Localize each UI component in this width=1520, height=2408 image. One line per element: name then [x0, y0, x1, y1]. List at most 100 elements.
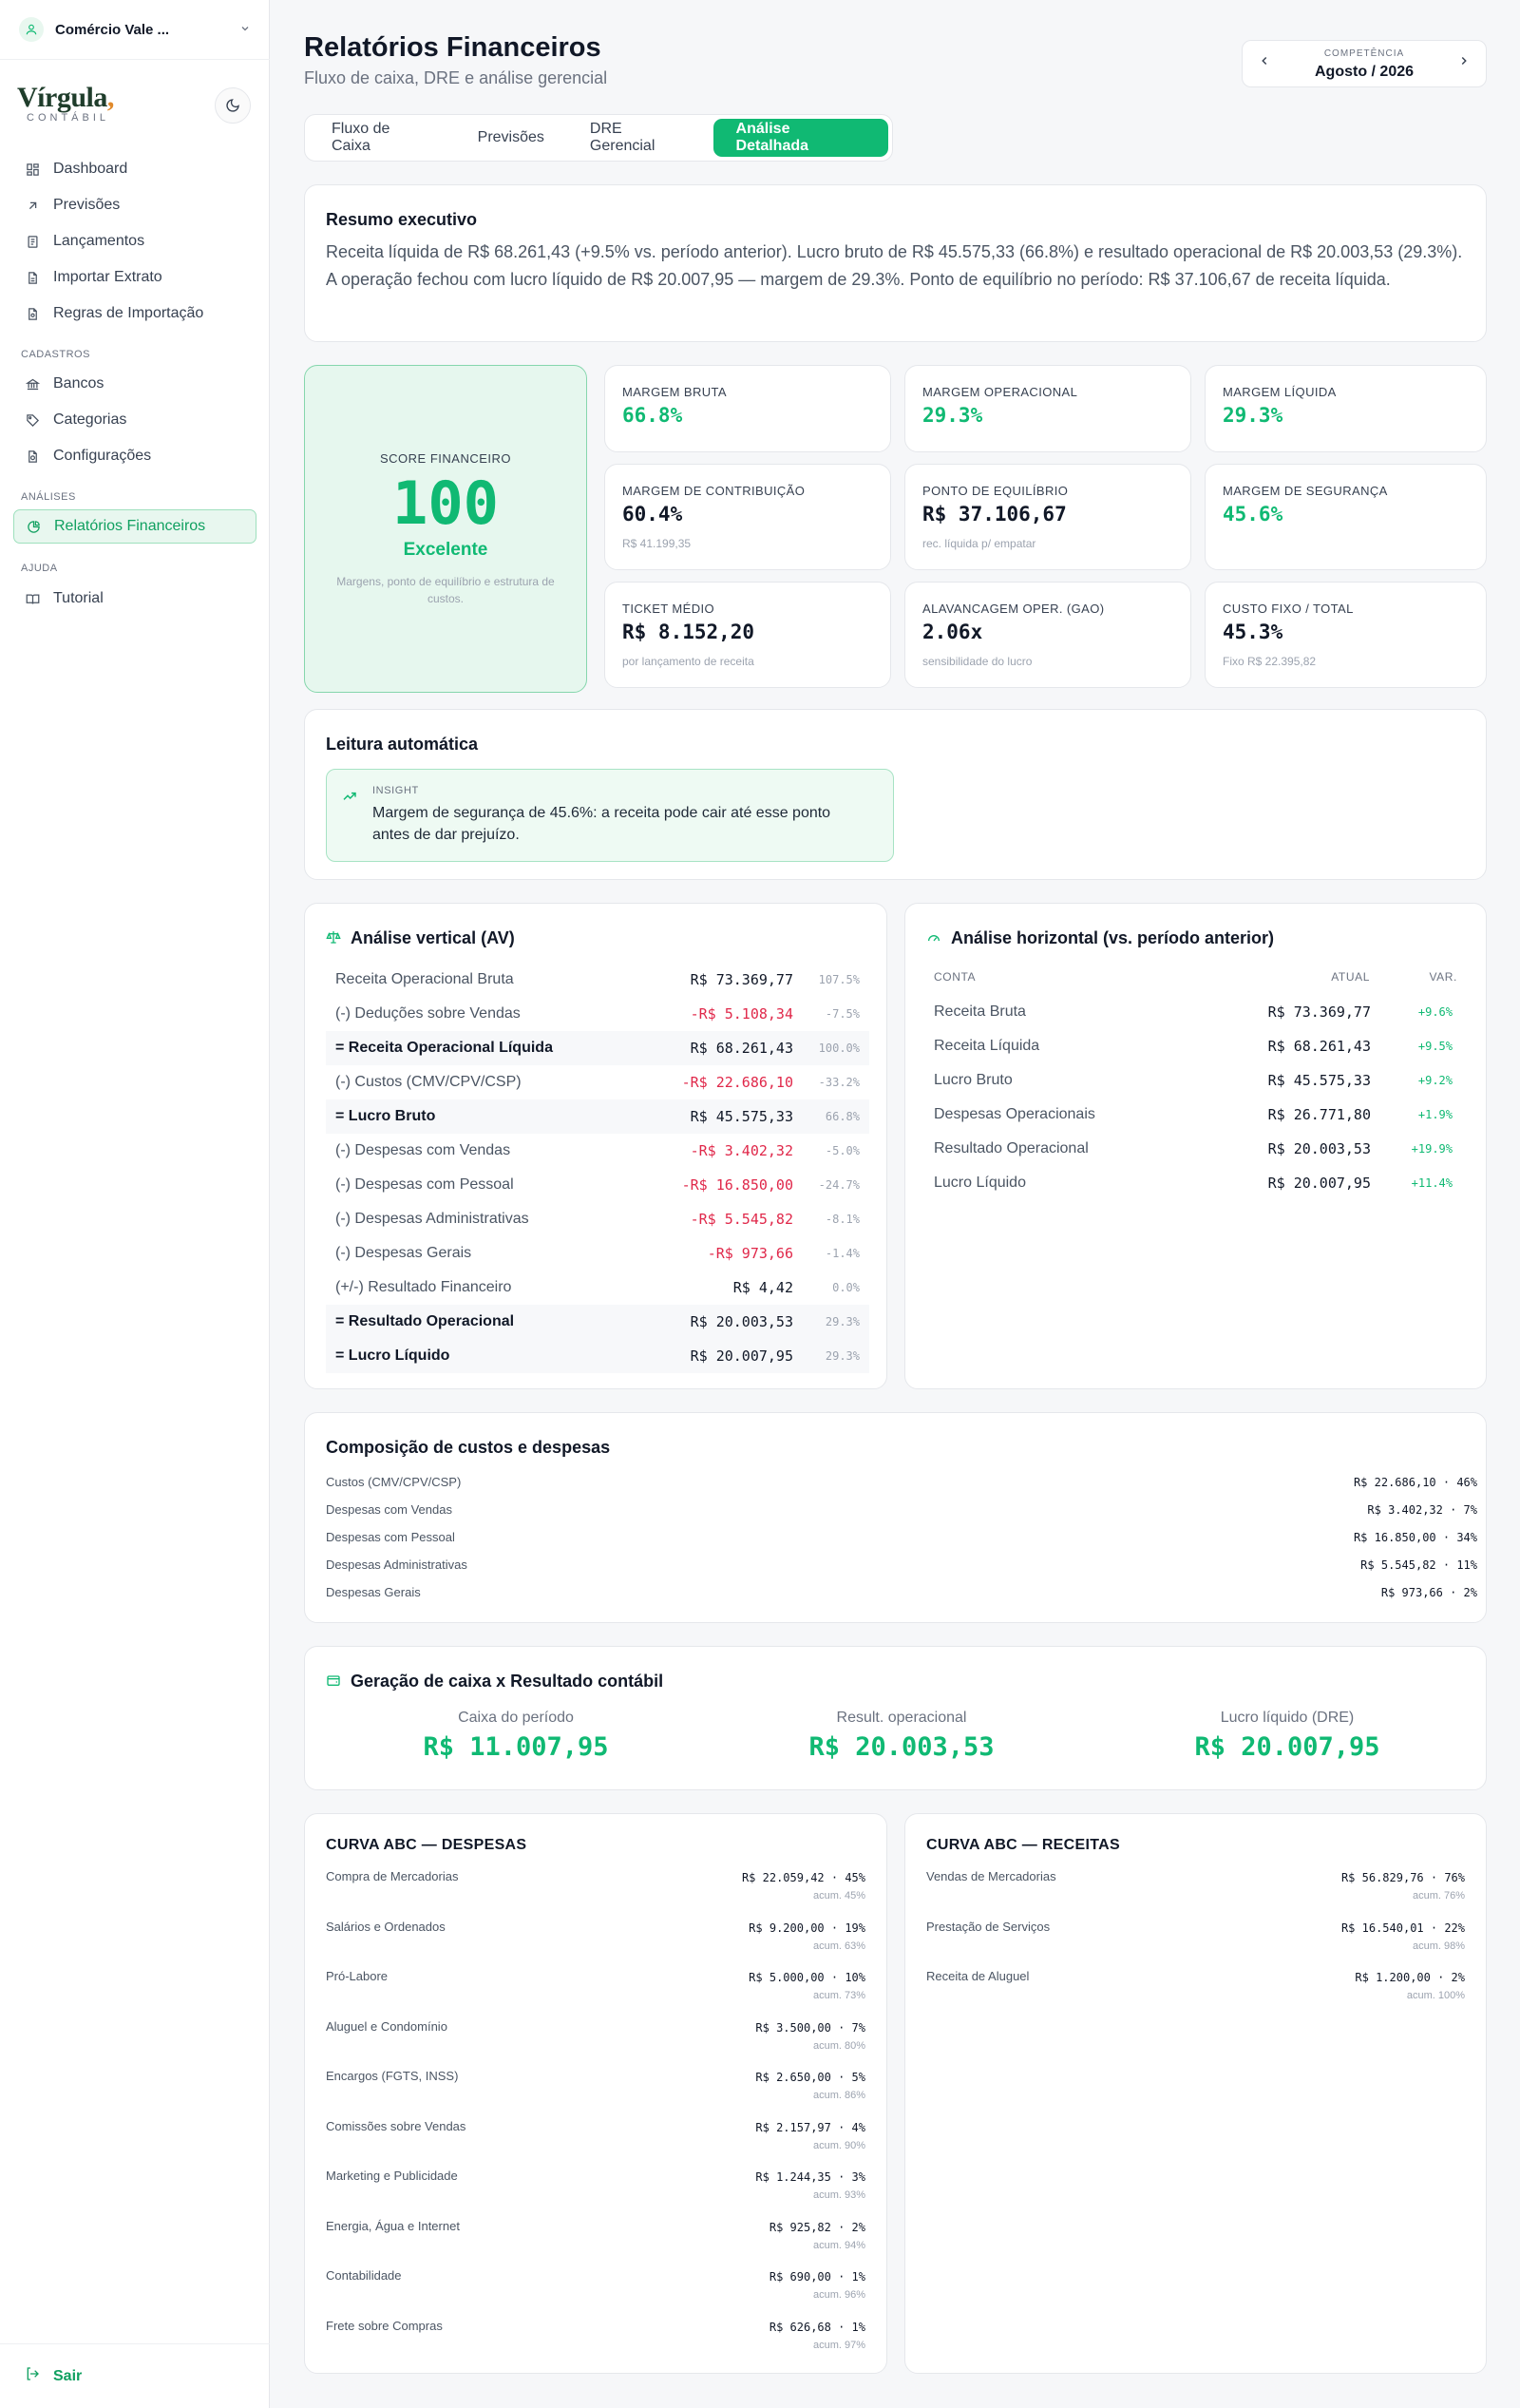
- av-table-row: (+/-) Resultado Financeiro R$ 4,42 0.0%: [326, 1271, 869, 1305]
- av-row-percent: 29.3%: [825, 1349, 860, 1363]
- logo-sub: CONTÁBIL: [27, 112, 110, 124]
- av-row-percent: 107.5%: [818, 973, 860, 986]
- score-label: SCORE FINANCEIRO: [379, 451, 511, 466]
- abc-list-item: Encargos (FGTS, INSS) R$ 2.650,00 · 5% acu…: [326, 2069, 865, 2118]
- sidebar-item-dashboard[interactable]: Dashboard: [13, 152, 256, 186]
- av-row-label: (-) Despesas com Pessoal: [335, 1176, 514, 1193]
- company-name: Comércio Vale ...: [55, 21, 170, 38]
- sidebar-item-label: Tutorial: [53, 590, 104, 606]
- file-gear-icon: [25, 449, 40, 464]
- kpi-label: PONTO DE EQUILÍBRIO: [922, 484, 1069, 498]
- av-table-row: (-) Deduções sobre Vendas -R$ 5.108,34 -7.…: [326, 997, 869, 1031]
- kpi-value: 60.4%: [622, 503, 683, 526]
- cash-column: Lucro líquido (DRE) R$ 20.007,95: [1097, 1710, 1477, 1762]
- kpi-card: TICKET MÉDIO R$ 8.152,20 por lançamento …: [604, 582, 891, 688]
- abc-item-label: Vendas de Mercadorias: [926, 1869, 1056, 1883]
- kpi-label: ALAVANCAGEM OPER. (GAO): [922, 602, 1105, 616]
- sidebar-item-relatorios-financeiros[interactable]: Relatórios Financeiros: [13, 509, 256, 544]
- competencia-value: Agosto / 2026: [1314, 64, 1415, 80]
- sidebar-item-categorias[interactable]: Categorias: [13, 403, 256, 437]
- tab-previsoes[interactable]: Previsões: [477, 129, 544, 145]
- insight-label: INSIGHT: [372, 785, 419, 796]
- book-icon: [25, 591, 40, 606]
- theme-toggle-button[interactable]: [215, 87, 251, 124]
- composition-label: Custos (CMV/CPV/CSP): [326, 1475, 462, 1489]
- tab-dre-gerencial[interactable]: DRE Gerencial: [589, 121, 656, 154]
- sidebar-item-regras-importacao[interactable]: Regras de Importação: [13, 296, 256, 331]
- abc-list-item: Contabilidade R$ 690,00 · 1% acum. 96%: [326, 2268, 865, 2318]
- kpi-value: R$ 37.106,67: [922, 503, 1067, 526]
- score-card: SCORE FINANCEIRO 100 Excelente Margens, …: [304, 365, 587, 693]
- av-table-row: = Receita Operacional Líquida R$ 68.261,4…: [326, 1031, 869, 1065]
- composition-label: Despesas Gerais: [326, 1585, 421, 1599]
- abc-item-label: Aluguel e Condomínio: [326, 2018, 447, 2034]
- cash-label: Lucro líquido (DRE): [1220, 1710, 1355, 1726]
- ah-table-row: Lucro Bruto R$ 45.575,33 +9.2%: [934, 1063, 1462, 1098]
- abc-item-value: R$ 690,00 · 1%: [769, 2270, 865, 2284]
- abc-item-value: R$ 626,68 · 1%: [769, 2320, 865, 2334]
- abc-item-value: R$ 9.200,00 · 19%: [749, 1921, 865, 1935]
- tab-fluxo-de-caixa[interactable]: Fluxo de Caixa: [332, 121, 390, 154]
- av-row-value: R$ 20.003,53: [690, 1313, 793, 1330]
- cash-value: R$ 20.003,53: [808, 1732, 995, 1762]
- av-row-value: R$ 20.007,95: [690, 1347, 793, 1365]
- chevron-right-icon[interactable]: [1457, 54, 1471, 72]
- kpi-value: 29.3%: [1223, 404, 1283, 427]
- composition-label: Despesas com Vendas: [326, 1502, 452, 1517]
- abc-expenses-title: CURVA ABC — DESPESAS: [326, 1837, 527, 1853]
- ah-row-value: R$ 26.771,80: [1267, 1106, 1371, 1123]
- abc-revenues-card: CURVA ABC — RECEITAS Vendas de Mercadori…: [904, 1813, 1487, 2374]
- ah-row-value: R$ 73.369,77: [1267, 1003, 1371, 1021]
- abc-item-value: R$ 1.200,00 · 2%: [1355, 1971, 1465, 1984]
- abc-item-accumulated: acum. 73%: [812, 1990, 865, 2001]
- sidebar-item-configuracoes[interactable]: Configurações: [13, 439, 256, 473]
- av-row-percent: 0.0%: [832, 1281, 860, 1294]
- tab-analise-detalhada[interactable]: Análise Detalhada: [712, 119, 888, 157]
- sidebar-item-previsoes[interactable]: Previsões: [13, 188, 256, 222]
- competencia-label: COMPETÊNCIA: [1323, 48, 1405, 59]
- company-selector[interactable]: Comércio Vale ...: [11, 11, 258, 48]
- horizontal-analysis-card: Análise horizontal (vs. período anterior…: [904, 903, 1487, 1389]
- av-row-label: Receita Operacional Bruta: [335, 971, 514, 987]
- logout-button[interactable]: Sair: [25, 2366, 82, 2386]
- abc-expenses-card: CURVA ABC — DESPESAS Compra de Mercadori…: [304, 1813, 887, 2374]
- abc-item-label: Marketing e Publicidade: [326, 2169, 458, 2183]
- av-table-row: = Resultado Operacional R$ 20.003,53 29.3%: [326, 1305, 869, 1339]
- kpi-sub: Fixo R$ 22.395,82: [1223, 655, 1317, 668]
- section-label-analises: ANÁLISES: [21, 491, 76, 503]
- sidebar-item-tutorial[interactable]: Tutorial: [13, 582, 256, 616]
- kpi-label: MARGEM DE CONTRIBUIÇÃO: [622, 484, 806, 498]
- av-table-row: (-) Custos (CMV/CPV/CSP) -R$ 22.686,10 -33…: [326, 1065, 869, 1099]
- sidebar-item-label: Lançamentos: [53, 233, 145, 249]
- sidebar-item-label: Previsões: [53, 197, 121, 213]
- gauge-icon: [926, 929, 941, 949]
- ah-table-row: Despesas Operacionais R$ 26.771,80 +1.9%: [934, 1098, 1462, 1132]
- auto-reading-title: Leitura automática: [326, 735, 479, 754]
- av-row-label: (-) Deduções sobre Vendas: [335, 1005, 521, 1022]
- kpi-value: 29.3%: [922, 404, 983, 427]
- kpi-label: MARGEM DE SEGURANÇA: [1223, 484, 1388, 498]
- abc-item-label: Prestação de Serviços: [926, 1919, 1051, 1934]
- sidebar-item-bancos[interactable]: Bancos: [13, 367, 256, 401]
- av-row-percent: -33.2%: [818, 1076, 860, 1089]
- kpi-label: MARGEM BRUTA: [622, 385, 728, 399]
- divider: [0, 59, 270, 60]
- page-title: Relatórios Financeiros: [304, 32, 601, 63]
- av-row-label: = Resultado Operacional: [335, 1313, 515, 1329]
- page-subtitle: Fluxo de caixa, DRE e análise gerencial: [304, 68, 608, 87]
- av-table-row: (-) Despesas Gerais -R$ 973,66 -1.4%: [326, 1236, 869, 1271]
- av-row-label: (+/-) Resultado Financeiro: [335, 1279, 512, 1295]
- sidebar-item-lancamentos[interactable]: Lançamentos: [13, 224, 256, 258]
- sidebar-item-label: Regras de Importação: [53, 305, 204, 321]
- sidebar-item-importar-extrato[interactable]: Importar Extrato: [13, 260, 256, 295]
- score-value: 100: [392, 468, 499, 538]
- insight-text: Margem de segurança de 45.6%: a receita …: [372, 805, 831, 843]
- abc-item-label: Salários e Ordenados: [326, 1919, 446, 1934]
- competencia-selector: COMPETÊNCIA Agosto / 2026: [1242, 40, 1487, 87]
- kpi-value: 45.6%: [1223, 503, 1283, 526]
- kpi-card: CUSTO FIXO / TOTAL 45.3% Fixo R$ 22.395,…: [1205, 582, 1487, 688]
- kpi-card: ALAVANCAGEM OPER. (GAO) 2.06x sensibilid…: [904, 582, 1191, 688]
- ah-table-row: Resultado Operacional R$ 20.003,53 +19.9%: [934, 1132, 1462, 1166]
- ah-row-label: Receita Líquida: [934, 1038, 1040, 1054]
- chevron-left-icon[interactable]: [1258, 54, 1271, 72]
